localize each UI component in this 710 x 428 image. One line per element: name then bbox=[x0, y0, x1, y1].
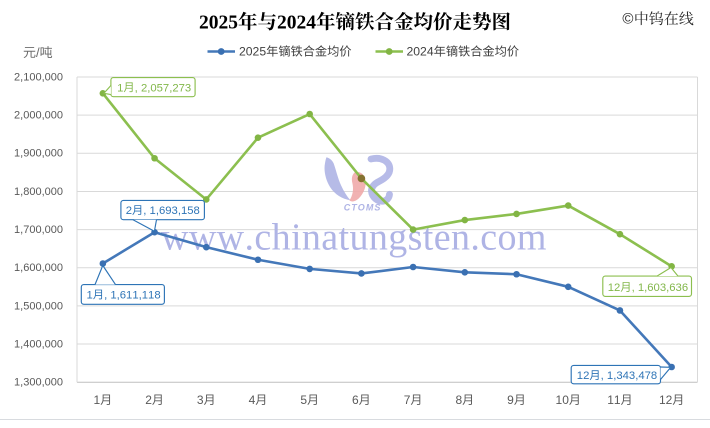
svg-text:1,600,000: 1,600,000 bbox=[14, 262, 63, 274]
svg-text:/: / bbox=[36, 45, 40, 60]
svg-text:2025: 2025 bbox=[199, 13, 238, 34]
svg-text:1,400,000: 1,400,000 bbox=[14, 338, 63, 350]
svg-text:10: 10 bbox=[556, 393, 570, 407]
svg-text:, 1,343,478: , 1,343,478 bbox=[601, 370, 658, 382]
svg-text:2025: 2025 bbox=[239, 45, 266, 59]
svg-text:9: 9 bbox=[507, 393, 514, 407]
svg-text:2,100,000: 2,100,000 bbox=[14, 71, 63, 83]
svg-text:©: © bbox=[622, 11, 633, 28]
svg-text:www.chinatungsten.com: www.chinatungsten.com bbox=[161, 217, 547, 259]
svg-text:, 2,057,273: , 2,057,273 bbox=[135, 82, 192, 94]
svg-text:, 1,693,158: , 1,693,158 bbox=[143, 205, 200, 217]
svg-text:1,500,000: 1,500,000 bbox=[14, 300, 63, 312]
svg-text:8: 8 bbox=[455, 393, 462, 407]
svg-text:12: 12 bbox=[608, 282, 621, 294]
svg-text:CTOMS: CTOMS bbox=[344, 203, 382, 213]
svg-text:2: 2 bbox=[126, 205, 132, 217]
svg-text:6: 6 bbox=[352, 393, 359, 407]
svg-text:1: 1 bbox=[94, 393, 101, 407]
svg-text:12: 12 bbox=[577, 370, 590, 382]
svg-text:1: 1 bbox=[117, 82, 123, 94]
svg-text:4: 4 bbox=[249, 393, 256, 407]
svg-text:1,900,000: 1,900,000 bbox=[14, 148, 63, 160]
svg-text:2024: 2024 bbox=[407, 45, 434, 59]
svg-text:11: 11 bbox=[607, 393, 621, 407]
svg-text:1,800,000: 1,800,000 bbox=[14, 186, 63, 198]
svg-text:3: 3 bbox=[197, 393, 204, 407]
svg-text:2,000,000: 2,000,000 bbox=[14, 110, 63, 122]
svg-text:1,700,000: 1,700,000 bbox=[14, 224, 63, 236]
svg-text:1: 1 bbox=[87, 290, 93, 302]
svg-text:5: 5 bbox=[300, 393, 307, 407]
svg-text:2024: 2024 bbox=[277, 13, 316, 34]
svg-text:1,300,000: 1,300,000 bbox=[14, 377, 63, 389]
svg-text:7: 7 bbox=[404, 393, 411, 407]
svg-text:, 1,611,118: , 1,611,118 bbox=[104, 290, 161, 302]
svg-text:2: 2 bbox=[145, 393, 152, 407]
svg-text:12: 12 bbox=[659, 393, 673, 407]
svg-text:, 1,603,636: , 1,603,636 bbox=[632, 282, 689, 294]
